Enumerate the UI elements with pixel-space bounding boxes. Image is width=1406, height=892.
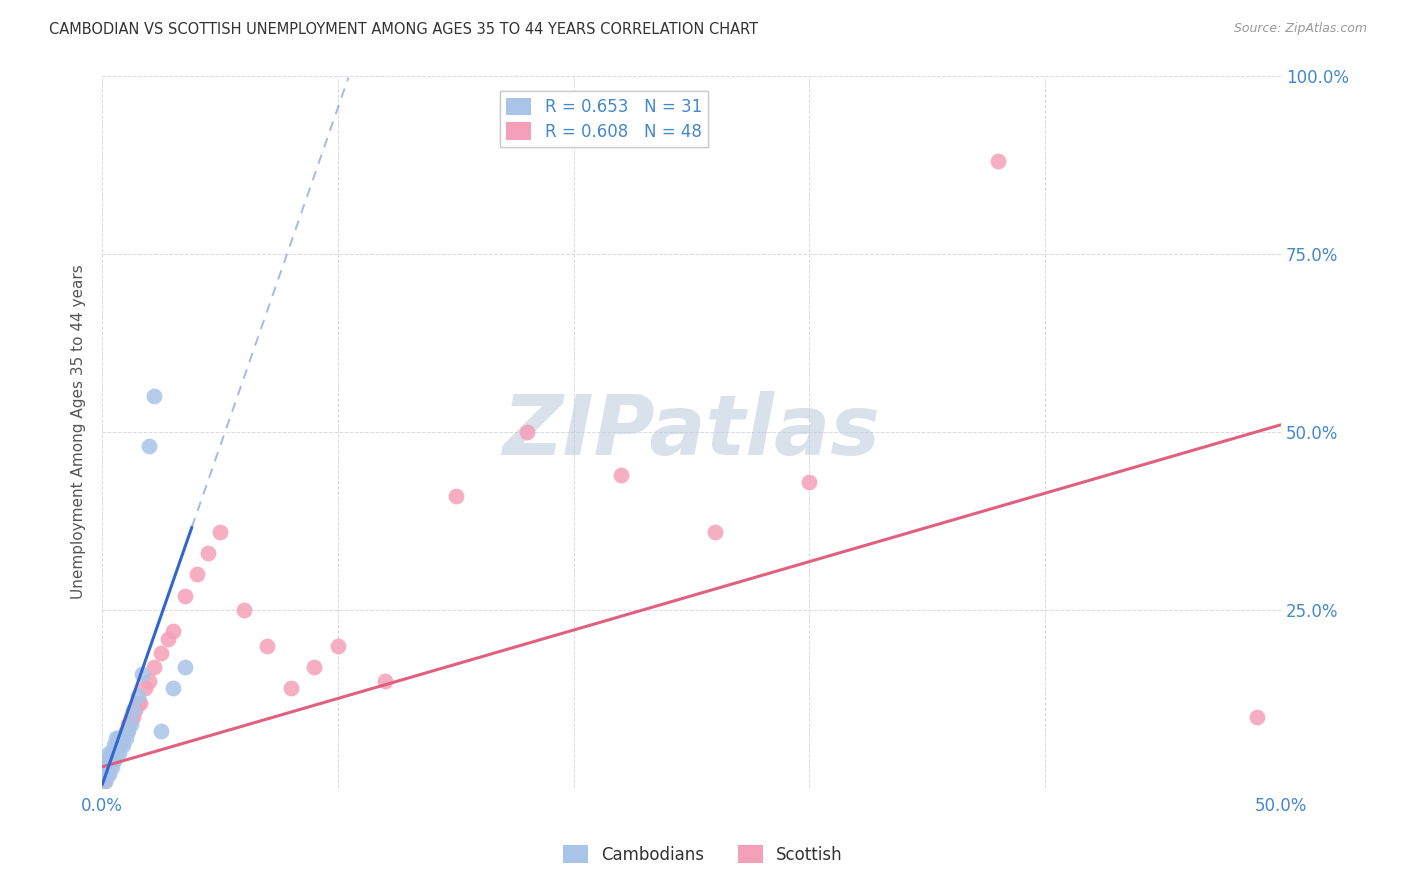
Point: [173, 660, 195, 674]
Point: [150, 646, 173, 660]
Point: [96, 760, 118, 774]
Point: [326, 639, 349, 653]
Point: [107, 731, 129, 746]
Point: [138, 439, 160, 453]
Point: [987, 154, 1010, 169]
Point: [98, 760, 121, 774]
Point: [186, 567, 208, 582]
Point: [138, 674, 160, 689]
Point: [232, 603, 254, 617]
Point: [157, 632, 180, 646]
Point: [516, 425, 538, 439]
Point: [103, 739, 125, 753]
Point: [112, 731, 135, 746]
Text: CAMBODIAN VS SCOTTISH UNEMPLOYMENT AMONG AGES 35 TO 44 YEARS CORRELATION CHART: CAMBODIAN VS SCOTTISH UNEMPLOYMENT AMONG…: [49, 22, 758, 37]
Point: [105, 739, 128, 753]
Point: [103, 753, 125, 767]
Point: [127, 696, 149, 710]
Point: [93, 767, 115, 781]
Point: [124, 703, 146, 717]
Point: [110, 731, 132, 746]
Point: [117, 717, 139, 731]
Point: [610, 467, 633, 482]
Point: [143, 660, 166, 674]
Point: [103, 746, 125, 760]
Point: [105, 746, 128, 760]
Point: [96, 767, 118, 781]
Point: [121, 703, 143, 717]
Point: [150, 724, 173, 739]
Point: [173, 589, 195, 603]
Point: [105, 731, 128, 746]
Point: [93, 767, 115, 781]
Point: [114, 731, 136, 746]
Point: [114, 724, 136, 739]
Point: [120, 710, 142, 724]
Point: [1246, 710, 1268, 724]
Point: [304, 660, 326, 674]
Point: [103, 746, 125, 760]
Point: [100, 746, 122, 760]
Legend: R = 0.653   N = 31, R = 0.608   N = 48: R = 0.653 N = 31, R = 0.608 N = 48: [499, 91, 709, 147]
Point: [100, 753, 122, 767]
Point: [98, 746, 121, 760]
Point: [197, 546, 219, 560]
Point: [162, 624, 184, 639]
Point: [256, 639, 278, 653]
Point: [121, 710, 143, 724]
Point: [107, 739, 129, 753]
Point: [93, 760, 115, 774]
Point: [127, 689, 149, 703]
Text: Source: ZipAtlas.com: Source: ZipAtlas.com: [1233, 22, 1367, 36]
Point: [110, 739, 132, 753]
Point: [93, 760, 115, 774]
Point: [105, 746, 128, 760]
Point: [98, 753, 121, 767]
Point: [96, 760, 118, 774]
Point: [120, 717, 142, 731]
Point: [103, 753, 125, 767]
Point: [134, 681, 156, 696]
Point: [96, 753, 118, 767]
Point: [143, 389, 166, 403]
Point: [96, 767, 118, 781]
Point: [131, 667, 153, 681]
Y-axis label: Unemployment Among Ages 35 to 44 years: Unemployment Among Ages 35 to 44 years: [72, 265, 86, 599]
Point: [799, 475, 821, 489]
Point: [162, 681, 184, 696]
Point: [209, 524, 232, 539]
Point: [444, 489, 467, 503]
Point: [112, 739, 135, 753]
Point: [374, 674, 396, 689]
Legend: Cambodians, Scottish: Cambodians, Scottish: [557, 838, 849, 871]
Point: [129, 696, 152, 710]
Point: [93, 774, 115, 789]
Point: [98, 767, 121, 781]
Point: [98, 760, 121, 774]
Point: [100, 746, 122, 760]
Point: [280, 681, 302, 696]
Point: [96, 753, 118, 767]
Point: [93, 774, 115, 789]
Point: [704, 524, 727, 539]
Point: [117, 724, 139, 739]
Text: ZIPatlas: ZIPatlas: [503, 392, 880, 473]
Point: [107, 746, 129, 760]
Point: [100, 760, 122, 774]
Point: [107, 731, 129, 746]
